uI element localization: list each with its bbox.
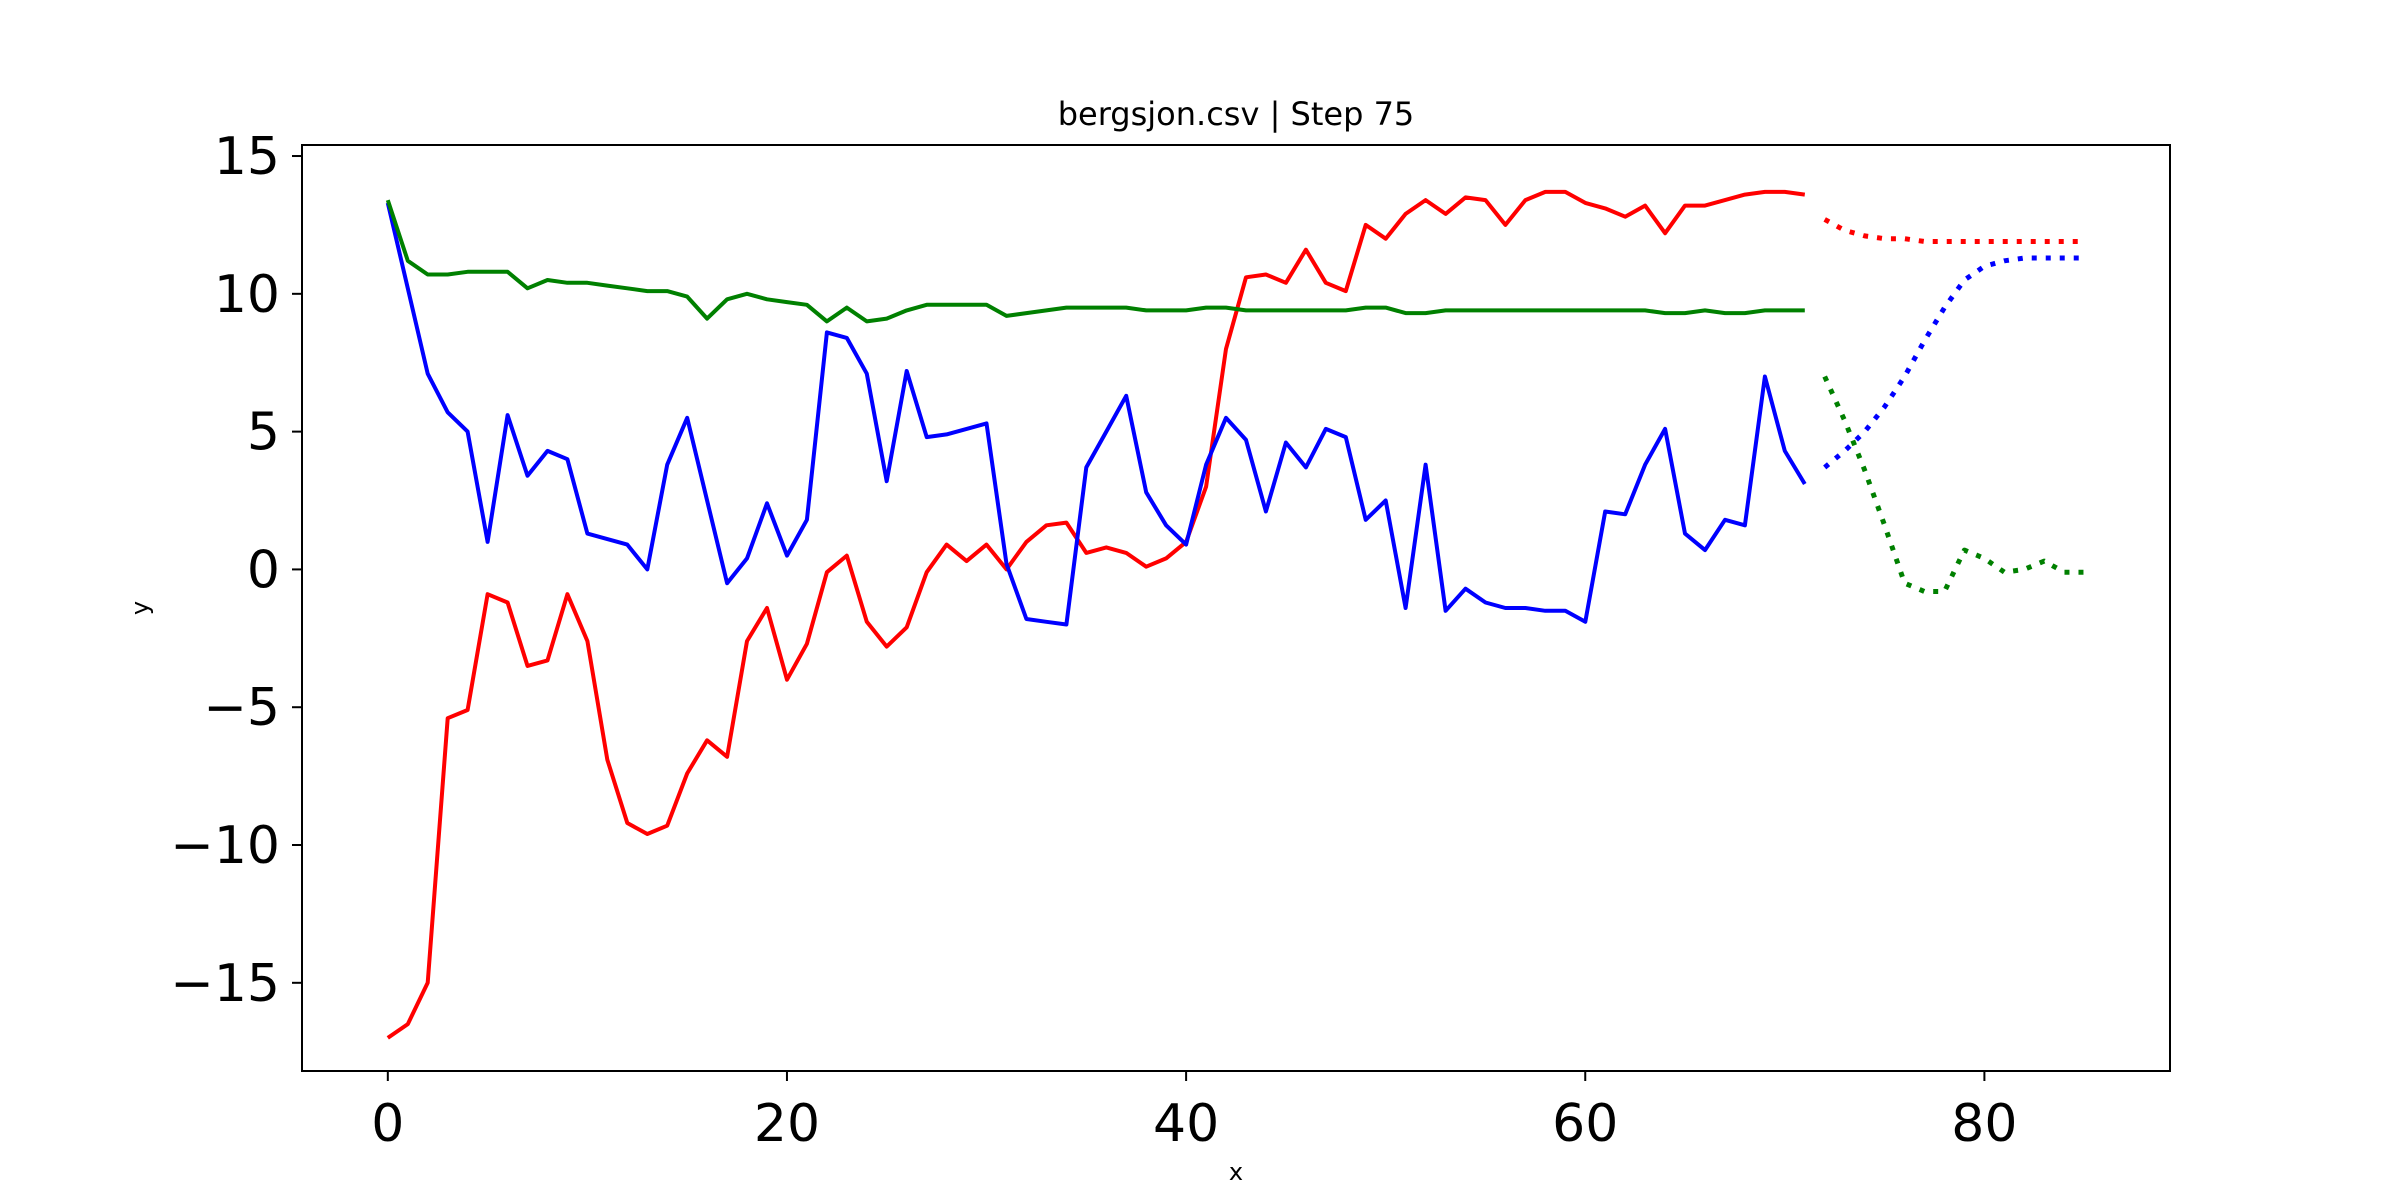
y-tick-label: 10 (214, 265, 280, 325)
series-line-blue-forecast (1823, 255, 2085, 470)
x-tick-label: 60 (1552, 1094, 1618, 1154)
x-tick-label: 40 (1153, 1094, 1219, 1154)
y-tick-label: 15 (214, 127, 280, 187)
y-tick-label: 0 (247, 540, 280, 600)
x-axis-label: x (1229, 1158, 1243, 1186)
series-line-blue (385, 202, 1807, 627)
chart-title: bergsjon.csv | Step 75 (1058, 95, 1415, 133)
series-line-red-forecast (1823, 217, 2085, 244)
x-tick-label: 20 (754, 1094, 820, 1154)
series-line-green-forecast (1822, 375, 2085, 594)
y-tick-label: −10 (170, 816, 280, 876)
y-tick-label: 5 (247, 403, 280, 463)
series-line-green (385, 199, 1805, 324)
plot-frame (301, 144, 2171, 1072)
x-tick-label: 80 (1951, 1094, 2017, 1154)
y-tick-label: −15 (170, 954, 280, 1014)
x-axis: 0 20 40 60 80 (371, 1071, 2017, 1154)
y-axis: 15 10 5 0 −5 −10 −15 (170, 127, 302, 1014)
y-tick-label: −5 (203, 678, 280, 738)
x-tick-label: 0 (371, 1094, 404, 1154)
plot-area (385, 189, 2085, 1040)
y-axis-label: y (126, 601, 154, 615)
series-line-red (386, 189, 1806, 1040)
